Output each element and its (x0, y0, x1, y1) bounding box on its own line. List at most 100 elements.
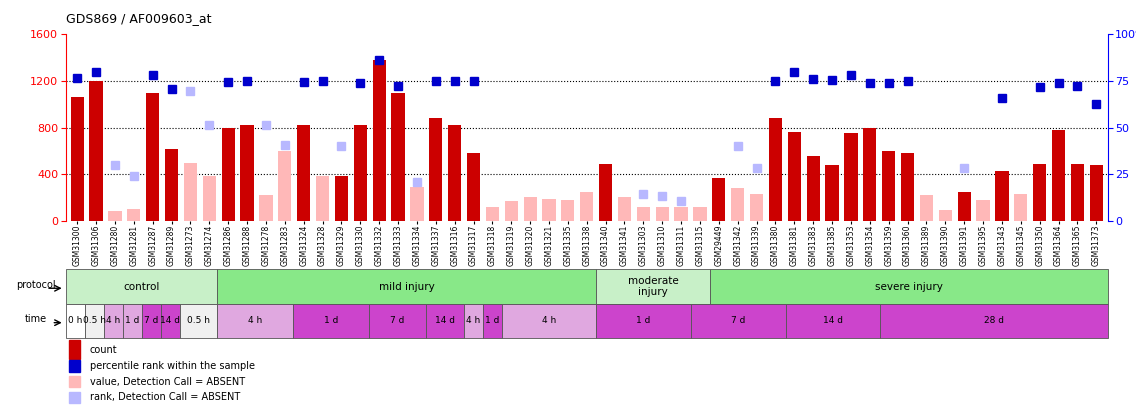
Bar (429, 118, 442, 221)
Text: 4 h: 4 h (466, 316, 481, 326)
Bar (693, 207, 707, 221)
Bar (217, 269, 596, 304)
Bar (147, 93, 159, 221)
Bar (596, 304, 691, 338)
Text: 0 h: 0 h (68, 316, 83, 326)
Bar (1071, 164, 1084, 221)
Text: moderate
injury: moderate injury (628, 276, 678, 297)
Bar (580, 192, 593, 221)
Text: 7 d: 7 d (390, 316, 404, 326)
Bar (655, 207, 669, 221)
Text: 14 d: 14 d (160, 316, 181, 326)
Bar (217, 304, 293, 338)
Bar (69, 376, 81, 387)
Bar (712, 178, 726, 221)
Bar (596, 269, 710, 304)
Bar (691, 304, 786, 338)
Bar (938, 210, 952, 221)
Text: 1 d: 1 d (636, 316, 651, 326)
Text: 28 d: 28 d (984, 316, 1004, 326)
Text: mild injury: mild injury (379, 281, 435, 292)
Text: 7 d: 7 d (144, 316, 158, 326)
Bar (448, 125, 461, 221)
Bar (486, 207, 499, 221)
Bar (426, 304, 463, 338)
Bar (69, 360, 81, 372)
Bar (599, 164, 612, 221)
Text: time: time (25, 314, 48, 324)
Bar (179, 304, 217, 338)
Bar (542, 198, 556, 221)
Text: 4 h: 4 h (542, 316, 556, 326)
Text: protocol: protocol (16, 280, 56, 290)
Bar (920, 195, 933, 221)
Text: severe injury: severe injury (875, 281, 943, 292)
Bar (108, 211, 122, 221)
Bar (66, 269, 217, 304)
Bar (637, 207, 650, 221)
Bar (880, 304, 1108, 338)
Bar (826, 165, 838, 221)
Text: percentile rank within the sample: percentile rank within the sample (90, 361, 254, 371)
Bar (1014, 194, 1027, 221)
Bar (353, 125, 367, 221)
Bar (142, 304, 160, 338)
Bar (483, 304, 501, 338)
Bar (504, 201, 518, 221)
Bar (958, 192, 971, 221)
Bar (123, 304, 142, 338)
Bar (1052, 130, 1066, 221)
Bar (863, 128, 876, 221)
Bar (501, 304, 596, 338)
Text: control: control (124, 281, 160, 292)
Bar (995, 171, 1009, 221)
Text: 1 d: 1 d (125, 316, 140, 326)
Bar (278, 151, 292, 221)
Text: value, Detection Call = ABSENT: value, Detection Call = ABSENT (90, 377, 244, 387)
Text: 1 d: 1 d (324, 316, 339, 326)
Bar (259, 195, 273, 221)
Text: count: count (90, 345, 117, 355)
Bar (293, 304, 369, 338)
Bar (787, 132, 801, 221)
Bar (977, 200, 989, 221)
Bar (160, 304, 179, 338)
Bar (184, 162, 197, 221)
Bar (807, 156, 820, 221)
Bar (85, 304, 103, 338)
Bar (241, 125, 253, 221)
Bar (298, 125, 310, 221)
Bar (66, 304, 85, 338)
Bar (710, 269, 1108, 304)
Text: 7 d: 7 d (732, 316, 745, 326)
Bar (769, 118, 782, 221)
Bar (844, 133, 858, 221)
Bar (103, 304, 123, 338)
Bar (618, 198, 632, 221)
Text: 4 h: 4 h (248, 316, 262, 326)
Bar (786, 304, 880, 338)
Text: 4 h: 4 h (106, 316, 120, 326)
Bar (222, 128, 235, 221)
Bar (90, 81, 102, 221)
Bar (524, 198, 536, 221)
Text: rank, Detection Call = ABSENT: rank, Detection Call = ABSENT (90, 392, 240, 402)
Bar (373, 60, 386, 221)
Bar (335, 177, 348, 221)
Bar (392, 93, 404, 221)
Bar (316, 177, 329, 221)
Bar (675, 207, 687, 221)
Bar (901, 153, 914, 221)
Bar (165, 149, 178, 221)
Bar (410, 187, 424, 221)
Bar (732, 188, 744, 221)
Bar (1089, 206, 1103, 221)
Bar (561, 200, 575, 221)
Bar (70, 97, 84, 221)
Bar (69, 392, 81, 403)
Bar (369, 304, 426, 338)
Bar (882, 151, 895, 221)
Bar (1089, 165, 1103, 221)
Bar (1033, 164, 1046, 221)
Text: 0.5 h: 0.5 h (187, 316, 210, 326)
